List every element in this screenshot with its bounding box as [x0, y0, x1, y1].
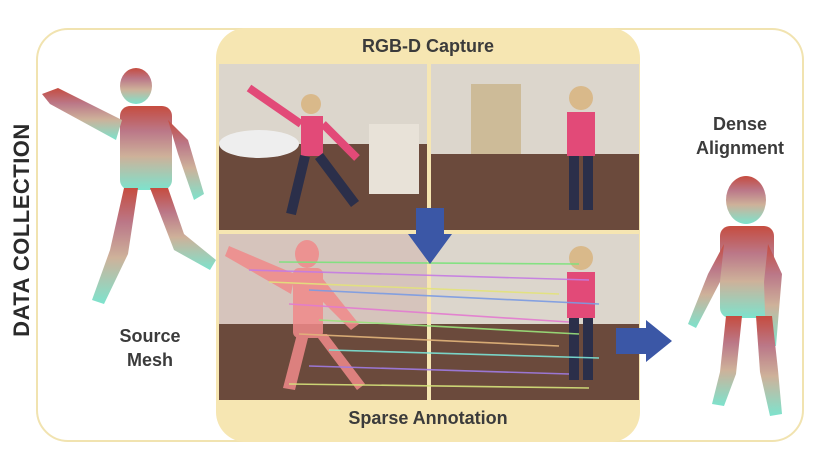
side-title: DATA COLLECTION — [2, 100, 42, 360]
top-label: RGB-D Capture — [361, 36, 494, 56]
right-arrow-icon — [616, 320, 672, 362]
dense-alignment-figure — [688, 176, 782, 416]
dense-alignment-label: Dense Alignment — [680, 112, 800, 160]
source-mesh-label-line1: Source — [119, 326, 181, 346]
bottom-label: Sparse Annotation — [348, 408, 508, 428]
dense-alignment-label-line1: Dense — [712, 114, 768, 134]
source-mesh-label: Source Mesh — [90, 324, 210, 372]
source-mesh-figure — [42, 68, 216, 304]
annotation-photo-left — [219, 234, 427, 400]
down-arrow-icon — [408, 208, 452, 264]
dense-alignment-label-line2: Alignment — [696, 138, 784, 158]
source-mesh-label-line2: Mesh — [126, 350, 173, 370]
side-title-text: DATA COLLECTION — [9, 123, 34, 337]
capture-photo-left — [219, 64, 427, 230]
capture-photo-right — [431, 64, 639, 230]
correspondence-lines — [248, 261, 600, 389]
